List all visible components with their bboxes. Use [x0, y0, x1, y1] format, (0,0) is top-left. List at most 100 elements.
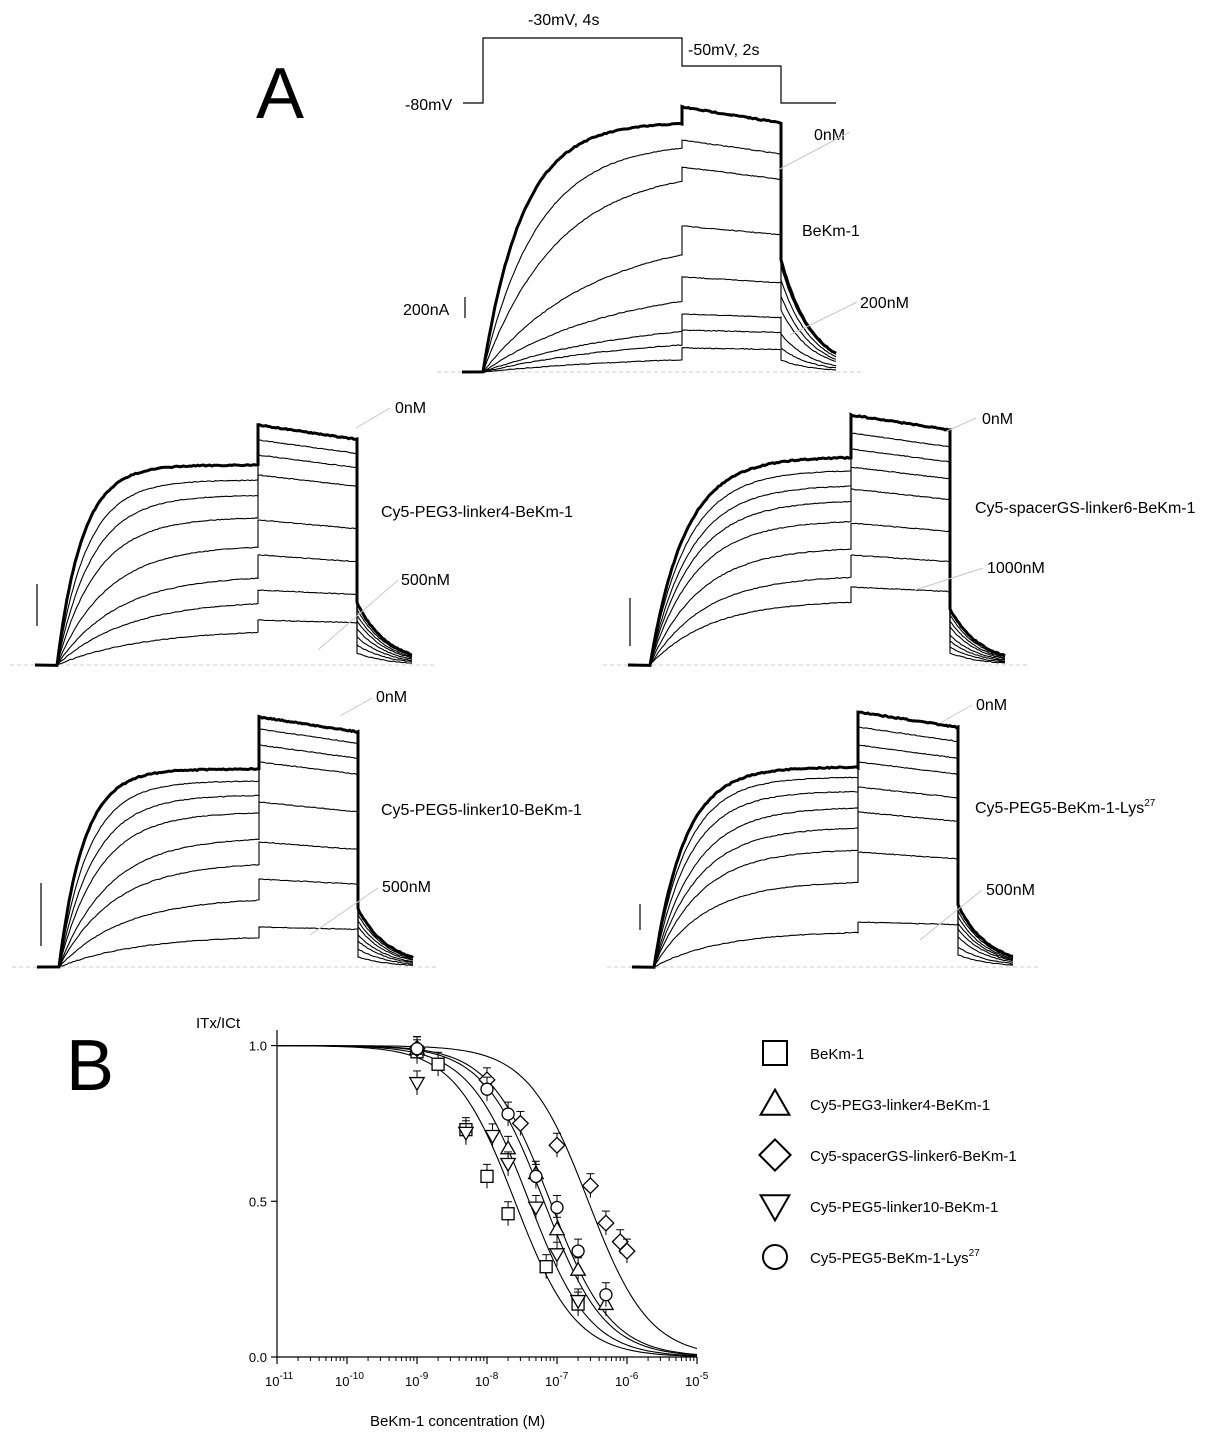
- current-trace-1: [34, 423, 413, 667]
- x-tick-label: 10-7: [545, 1371, 569, 1389]
- current-trace-4: [461, 225, 837, 373]
- current-trace-7: [461, 329, 837, 373]
- data-point: [527, 1201, 545, 1217]
- data-point: [501, 1207, 515, 1221]
- legend-label: BeKm-1: [810, 1046, 864, 1063]
- data-markers: [408, 1036, 636, 1317]
- current-trace-7: [36, 878, 414, 968]
- data-point: [569, 1294, 587, 1310]
- trace-group-cy5-spacergs-linker6: 0nM Cy5-spacerGS-linker6-BeKm-1 1000nM: [603, 411, 1196, 667]
- y-tick-label: 0.5: [249, 1194, 267, 1209]
- data-point: [597, 1214, 615, 1232]
- data-point: [529, 1169, 543, 1184]
- data-point: [571, 1244, 585, 1258]
- x-tick-label: 10-6: [615, 1371, 639, 1389]
- trace-high-label: 500nM: [382, 879, 431, 896]
- current-trace-2: [34, 438, 413, 666]
- current-trace-2: [461, 139, 837, 373]
- data-point: [581, 1176, 600, 1195]
- trace-group-cy5-peg3-linker4: 0nM Cy5-PEG3-linker4-BeKm-1 500nM: [10, 400, 573, 667]
- current-trace-7: [631, 851, 1014, 968]
- trace-low-label: 0nM: [814, 127, 845, 144]
- legend-marker: [758, 1194, 792, 1223]
- leader-high: [914, 567, 984, 591]
- current-trace-2: [631, 726, 1014, 968]
- current-trace-8: [631, 921, 1014, 968]
- current-trace-2: [627, 431, 1006, 666]
- leader-high: [317, 579, 399, 651]
- compound-superscript: 27: [1144, 798, 1156, 809]
- trace-compound-label: Cy5-PEG5-linker10-BeKm-1: [381, 802, 582, 819]
- leader-low: [944, 417, 977, 433]
- data-point: [480, 1082, 494, 1096]
- trace-low-label: 0nM: [376, 689, 407, 706]
- current-trace-1: [461, 104, 837, 374]
- protocol-step2-label: -50mV, 2s: [688, 42, 759, 59]
- y-tick-label: 0.0: [249, 1350, 267, 1365]
- legend-marker: [762, 1244, 788, 1270]
- trace-high-label: 200nM: [860, 295, 909, 312]
- dose-response-chart: ITx/ICt BeKm-1 concentration (M) 0.0 0.5 1…: [196, 1015, 709, 1430]
- compound-name: Cy5-PEG5-BeKm-1-Lys: [975, 800, 1144, 817]
- data-point: [548, 1136, 566, 1154]
- y-tick-label: 1.0: [249, 1039, 267, 1054]
- data-point: [539, 1260, 553, 1274]
- current-trace-8: [34, 619, 413, 666]
- current-trace-4: [34, 474, 413, 666]
- legend-label: Cy5-PEG5-linker10-BeKm-1: [810, 1199, 998, 1216]
- x-axis-label: BeKm-1 concentration (M): [370, 1413, 545, 1430]
- current-trace-4: [627, 466, 1006, 666]
- trace-compound-label: Cy5-PEG5-BeKm-1-Lys27: [975, 798, 1156, 817]
- data-point: [548, 1248, 566, 1263]
- data-point: [484, 1129, 501, 1145]
- legend: BeKm-1 Cy5-PEG3-linker4-BeKm-1 Cy5-spacerG…: [757, 1040, 1017, 1270]
- x-tick-label: 10-9: [405, 1371, 429, 1389]
- panel-label-b: B: [66, 1026, 114, 1106]
- current-trace-6: [462, 313, 837, 373]
- leader-low: [777, 131, 851, 171]
- leader-high: [309, 887, 379, 936]
- data-point: [408, 1076, 426, 1092]
- trace-low-label: 0nM: [976, 697, 1007, 714]
- data-point: [499, 1157, 517, 1173]
- current-trace-1: [631, 710, 1014, 969]
- x-tick-label: 10-8: [475, 1371, 499, 1389]
- current-trace-5: [37, 801, 414, 968]
- x-ticks: 10-11 10-10 10-9 10-8 10-7 10-6 10-5: [265, 1357, 709, 1389]
- trace-high-label: 1000nM: [987, 560, 1045, 577]
- current-trace-5: [461, 275, 837, 373]
- trace-compound-label: BeKm-1: [802, 223, 860, 240]
- trace-low-label: 0nM: [982, 411, 1013, 428]
- current-trace-5: [34, 519, 413, 666]
- current-trace-4: [632, 761, 1014, 968]
- protocol-step1-label: -30mV, 4s: [528, 12, 599, 29]
- current-trace-6: [631, 811, 1014, 968]
- data-point: [457, 1126, 475, 1142]
- data-point: [511, 1114, 530, 1133]
- current-trace-8: [36, 926, 414, 968]
- data-point: [548, 1220, 566, 1236]
- data-point: [431, 1057, 445, 1071]
- leader-low: [939, 704, 973, 724]
- protocol-line: [463, 37, 836, 104]
- y-axis-label: ITx/ICt: [196, 1015, 241, 1032]
- current-trace-1: [627, 412, 1006, 667]
- voltage-protocol: -80mV -30mV, 4s -50mV, 2s: [405, 12, 836, 114]
- x-tick-label: 10-5: [685, 1371, 709, 1389]
- legend-label: Cy5-spacerGS-linker6-BeKm-1: [810, 1148, 1017, 1165]
- current-trace-6: [34, 554, 413, 666]
- trace-group-cy5-peg5-lys27: 0nM Cy5-PEG5-BeKm-1-Lys27 500nM: [607, 697, 1156, 969]
- legend-marker: [762, 1040, 788, 1066]
- current-trace-8: [627, 586, 1005, 666]
- x-tick-label: 10-11: [265, 1371, 294, 1389]
- data-point: [618, 1242, 636, 1260]
- current-trace-6: [36, 841, 414, 968]
- current-trace-3: [34, 454, 413, 666]
- current-trace-3: [631, 744, 1014, 968]
- current-trace-4: [36, 760, 414, 968]
- protocol-hold-label: -80mV: [405, 97, 452, 114]
- data-point: [410, 1042, 424, 1056]
- leader-high: [919, 889, 983, 941]
- leader-high: [789, 301, 858, 336]
